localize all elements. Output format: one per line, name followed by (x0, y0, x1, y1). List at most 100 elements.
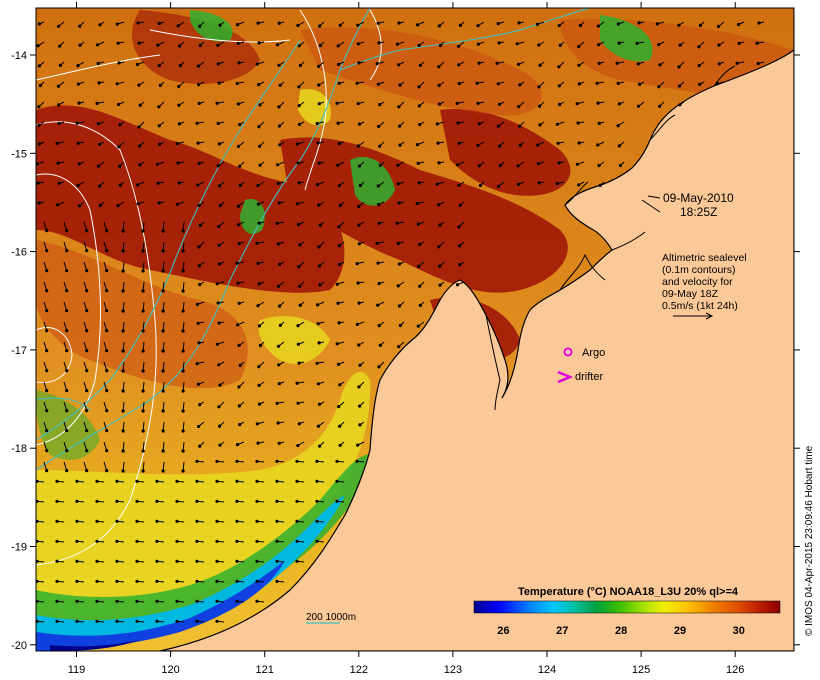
velocity-arrow-head (237, 343, 241, 347)
velocity-arrow-head (55, 141, 59, 145)
velocity-arrow-head (155, 619, 159, 623)
velocity-arrow-head (437, 161, 441, 165)
velocity-arrow-head (276, 344, 281, 348)
velocity-arrow-head (65, 329, 69, 333)
velocity-arrow-head (85, 349, 89, 353)
velocity-arrow-head (195, 302, 199, 306)
velocity-arrow-head (295, 539, 299, 543)
velocity-arrow-head (175, 599, 179, 603)
velocity-arrow-head (56, 161, 60, 165)
velocity-arrow-head (277, 363, 281, 367)
velocity-arrow-head (181, 429, 185, 433)
lon-tick-label: 121 (256, 664, 274, 676)
velocity-arrow-head (595, 81, 599, 85)
velocity-arrow-head (65, 249, 69, 253)
velocity-arrow-head (36, 599, 39, 603)
velocity-arrow-head (237, 223, 241, 227)
velocity-arrow-head (698, 23, 703, 27)
velocity-arrow-head (437, 24, 441, 28)
velocity-arrow-head (278, 323, 282, 327)
velocity-arrow-head (141, 229, 145, 233)
velocity-arrow-head (235, 499, 239, 503)
velocity-arrow-head (65, 389, 69, 393)
velocity-arrow-head (617, 102, 622, 106)
velocity-arrow-head (236, 102, 240, 106)
velocity-arrow-head (56, 24, 61, 28)
lon-tick-label: 119 (68, 664, 86, 676)
velocity-arrow-head (335, 499, 339, 503)
velocity-arrow-head (757, 21, 761, 25)
velocity-arrow-head (195, 579, 199, 583)
velocity-arrow-head (577, 45, 581, 49)
velocity-arrow-head (197, 83, 201, 87)
velocity-arrow-head (141, 249, 145, 253)
velocity-arrow-head (358, 404, 362, 408)
velocity-arrow-head (275, 499, 279, 503)
velocity-arrow-head (397, 345, 401, 349)
velocity-arrow-head (135, 539, 139, 543)
velocity-arrow-head (616, 81, 620, 86)
velocity-arrow-head (85, 369, 89, 373)
velocity-arrow-head (75, 539, 79, 543)
velocity-arrow-head (236, 41, 240, 46)
velocity-arrow-head (317, 203, 321, 207)
velocity-arrow-head (85, 409, 89, 413)
velocity-arrow-head (97, 81, 101, 85)
velocity-arrow-head (435, 122, 439, 126)
velocity-arrow-head (105, 349, 109, 353)
velocity-arrow-head (195, 599, 199, 603)
velocity-arrow-head (141, 269, 145, 273)
velocity-arrow-head (115, 479, 119, 483)
velocity-arrow-head (235, 23, 240, 27)
velocity-arrow-head (255, 539, 259, 543)
isobaths (36, 8, 591, 471)
isobath-legend-label: 200 1000m (306, 612, 356, 623)
velocity-arrow-head (157, 21, 161, 26)
velocity-arrow-head (697, 64, 701, 68)
credit-text: © IMOS 04-Apr-2015 23:09:46 Hobart time (804, 445, 815, 636)
velocity-arrow-head (275, 459, 279, 463)
velocity-arrow-head (455, 101, 459, 106)
colorbar-title: Temperature (°C) NOAA18_L3U 20% ql>=4 (518, 586, 739, 598)
velocity-arrow-head (78, 43, 82, 47)
velocity-arrow-head (357, 164, 362, 168)
velocity-arrow-head (95, 519, 99, 523)
velocity-arrow-head (475, 81, 479, 85)
velocity-arrow-head (37, 123, 41, 128)
velocity-arrow-head (175, 519, 179, 523)
velocity-arrow-head (215, 282, 219, 286)
velocity-arrow-head (77, 204, 82, 208)
velocity-arrow-head (555, 122, 560, 126)
velocity-arrow-head (317, 245, 321, 249)
velocity-arrow-head (677, 23, 681, 27)
velocity-arrow-head (257, 83, 261, 87)
velocity-arrow-head (298, 243, 302, 247)
lat-tick-label: -15 (11, 148, 27, 160)
velocity-arrow-head (55, 599, 59, 603)
velocity-arrow-head (756, 61, 760, 66)
velocity-arrow-head (677, 65, 681, 69)
velocity-arrow-head (197, 264, 201, 268)
velocity-arrow-head (257, 125, 261, 129)
velocity-arrow-head (195, 559, 199, 563)
velocity-arrow-head (736, 22, 741, 27)
velocity-arrow-head (197, 203, 201, 208)
velocity-arrow-head (396, 241, 400, 246)
velocity-arrow-head (256, 202, 260, 206)
velocity-arrow-head (337, 405, 341, 409)
velocity-arrow-head (218, 424, 222, 428)
velocity-arrow-head (235, 579, 239, 583)
velocity-arrow-head (418, 303, 422, 307)
velocity-arrow-head (277, 124, 282, 128)
velocity-arrow-head (138, 103, 142, 107)
velocity-arrow-head (121, 389, 125, 393)
velocity-arrow-head (258, 144, 262, 148)
velocity-arrow-head (297, 104, 301, 108)
velocity-arrow-head (337, 225, 341, 229)
velocity-arrow-head (136, 202, 140, 206)
velocity-arrow-head (317, 161, 321, 165)
velocity-arrow-head (376, 82, 380, 86)
velocity-arrow-head (105, 289, 109, 293)
velocity-arrow-head (115, 619, 119, 623)
velocity-arrow-head (58, 44, 62, 48)
